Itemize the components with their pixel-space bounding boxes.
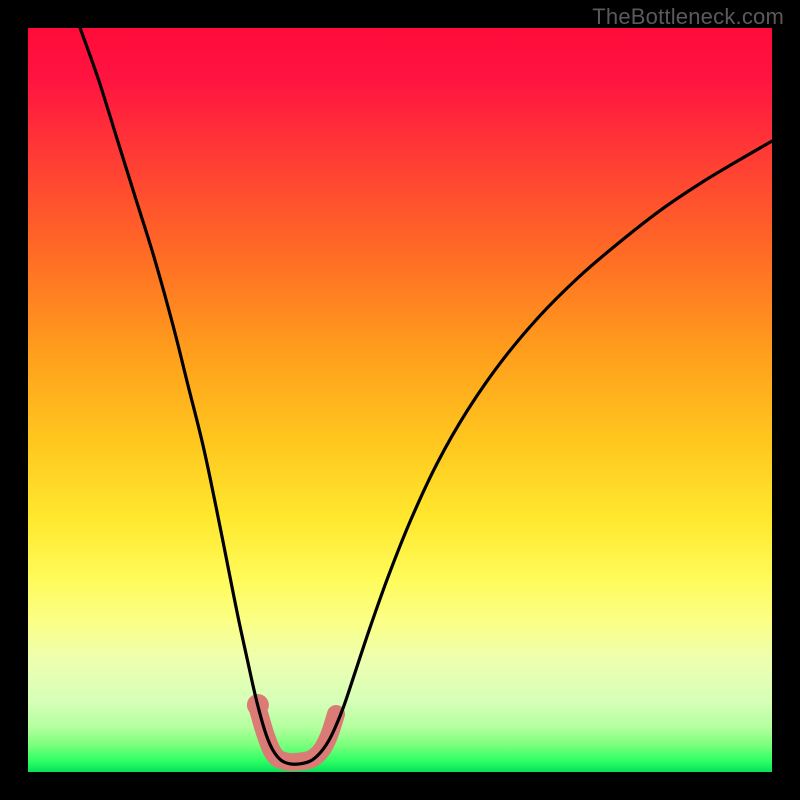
watermark-text: TheBottleneck.com bbox=[592, 4, 784, 30]
chart-frame bbox=[28, 28, 772, 772]
gradient-background bbox=[28, 28, 772, 772]
